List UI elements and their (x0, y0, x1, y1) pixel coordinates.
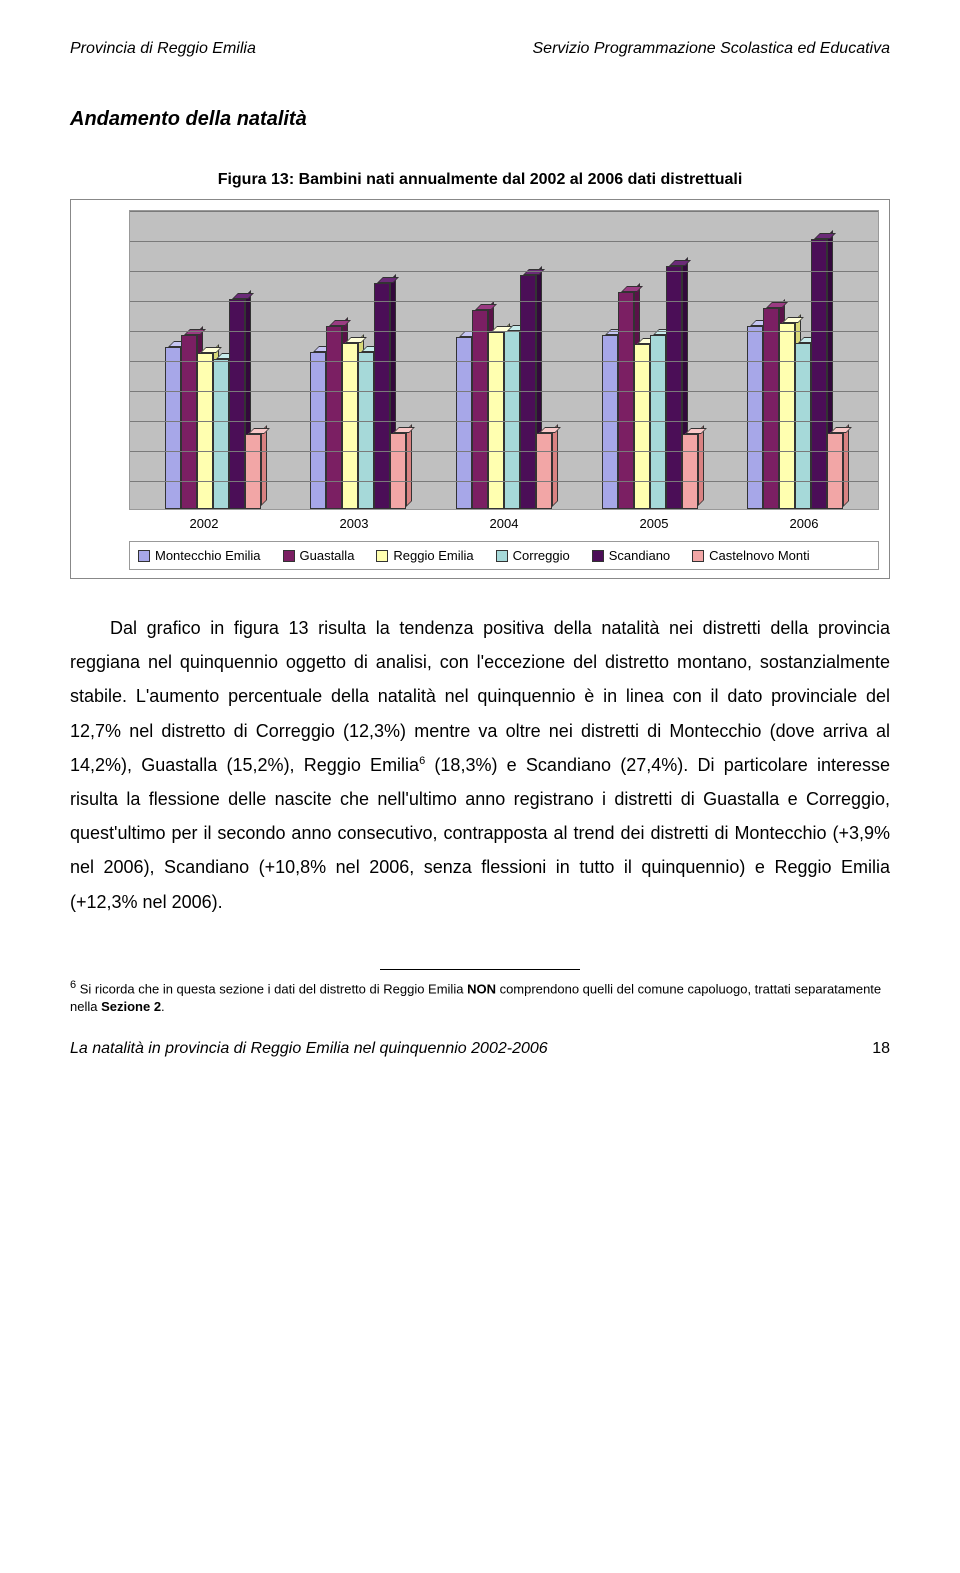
chart-bar (618, 292, 634, 510)
legend-label: Castelnovo Monti (709, 548, 809, 563)
body-paragraph: Dal grafico in figura 13 risulta la tend… (70, 611, 890, 919)
chart-bar (165, 347, 181, 509)
chart-bar (536, 433, 552, 510)
chart-gridline (130, 451, 878, 452)
chart-bar (472, 310, 488, 510)
chart-gridline (130, 391, 878, 392)
chart-plot-area: 01002003004005006007008009001.000 (129, 210, 879, 510)
chart-xtick-label: 2005 (579, 516, 729, 531)
footnote-bold-2: Sezione 2 (101, 999, 161, 1014)
page: Provincia di Reggio Emilia Servizio Prog… (0, 0, 960, 1088)
legend-item: Correggio (496, 548, 570, 563)
legend-swatch (376, 550, 388, 562)
page-number: 18 (872, 1040, 890, 1058)
footnote-bold-1: NON (467, 981, 496, 996)
body-text-2: (18,3%) e Scandiano (27,4%). Di particol… (70, 755, 890, 912)
legend-item: Reggio Emilia (376, 548, 473, 563)
legend-item: Castelnovo Monti (692, 548, 809, 563)
chart-bar (827, 433, 843, 510)
chart-gridline (130, 241, 878, 242)
legend-label: Reggio Emilia (393, 548, 473, 563)
footnote: 6 Si ricorda che in questa sezione i dat… (70, 978, 890, 1017)
chart-gridline (130, 331, 878, 332)
chart-bar-group (286, 283, 432, 510)
chart-bar (634, 344, 650, 509)
chart-x-axis: 20022003200420052006 (129, 516, 879, 531)
chart-gridline (130, 421, 878, 422)
legend-label: Correggio (513, 548, 570, 563)
chart-y-axis (81, 210, 129, 510)
chart-container: 01002003004005006007008009001.000 200220… (70, 199, 890, 579)
chart-legend: Montecchio Emilia Guastalla Reggio Emilia C… (129, 541, 879, 570)
chart-bar (213, 359, 229, 509)
chart-gridline (130, 211, 878, 212)
legend-swatch (138, 550, 150, 562)
legend-swatch (496, 550, 508, 562)
chart-bar-group (577, 266, 723, 509)
chart-bar (682, 434, 698, 509)
chart-bar (504, 331, 520, 510)
chart-bar (245, 434, 261, 509)
legend-swatch (692, 550, 704, 562)
chart-xtick-label: 2003 (279, 516, 429, 531)
chart-bar (795, 343, 811, 510)
footnote-text-1: Si ricorda che in questa sezione i dati … (76, 981, 467, 996)
header-right: Servizio Programmazione Scolastica ed Ed… (533, 40, 891, 58)
chart-bar (310, 352, 326, 510)
legend-item: Montecchio Emilia (138, 548, 261, 563)
chart-bar (342, 343, 358, 510)
legend-item: Guastalla (283, 548, 355, 563)
footer-left: La natalità in provincia di Reggio Emili… (70, 1040, 548, 1058)
chart-bar (763, 308, 779, 509)
chart-bar-group (722, 239, 868, 509)
chart-gridline (130, 361, 878, 362)
legend-item: Scandiano (592, 548, 670, 563)
chart-bar (456, 337, 472, 510)
legend-label: Scandiano (609, 548, 670, 563)
page-header: Provincia di Reggio Emilia Servizio Prog… (70, 40, 890, 58)
chart-xtick-label: 2006 (729, 516, 879, 531)
chart-bar (197, 353, 213, 509)
legend-label: Guastalla (300, 548, 355, 563)
chart-bar-group (431, 275, 577, 509)
figure-caption: Figura 13: Bambini nati annualmente dal … (70, 171, 890, 189)
chart-xtick-label: 2004 (429, 516, 579, 531)
chart-bar (520, 275, 536, 509)
chart-bar (811, 239, 827, 509)
chart-gridline (130, 481, 878, 482)
legend-label: Montecchio Emilia (155, 548, 261, 563)
legend-swatch (592, 550, 604, 562)
header-left: Provincia di Reggio Emilia (70, 40, 256, 58)
page-footer: La natalità in provincia di Reggio Emili… (70, 1040, 890, 1058)
body-text-1: Dal grafico in figura 13 risulta la tend… (70, 618, 890, 775)
chart-bar (390, 433, 406, 510)
legend-swatch (283, 550, 295, 562)
chart-bar (374, 283, 390, 510)
footnote-tail: . (161, 999, 165, 1014)
footnote-separator (380, 969, 580, 970)
section-title: Andamento della natalità (70, 108, 890, 131)
chart-bar (358, 352, 374, 510)
chart-xtick-label: 2002 (129, 516, 279, 531)
chart-bar (666, 266, 682, 509)
chart-gridline (130, 301, 878, 302)
chart-gridline (130, 271, 878, 272)
